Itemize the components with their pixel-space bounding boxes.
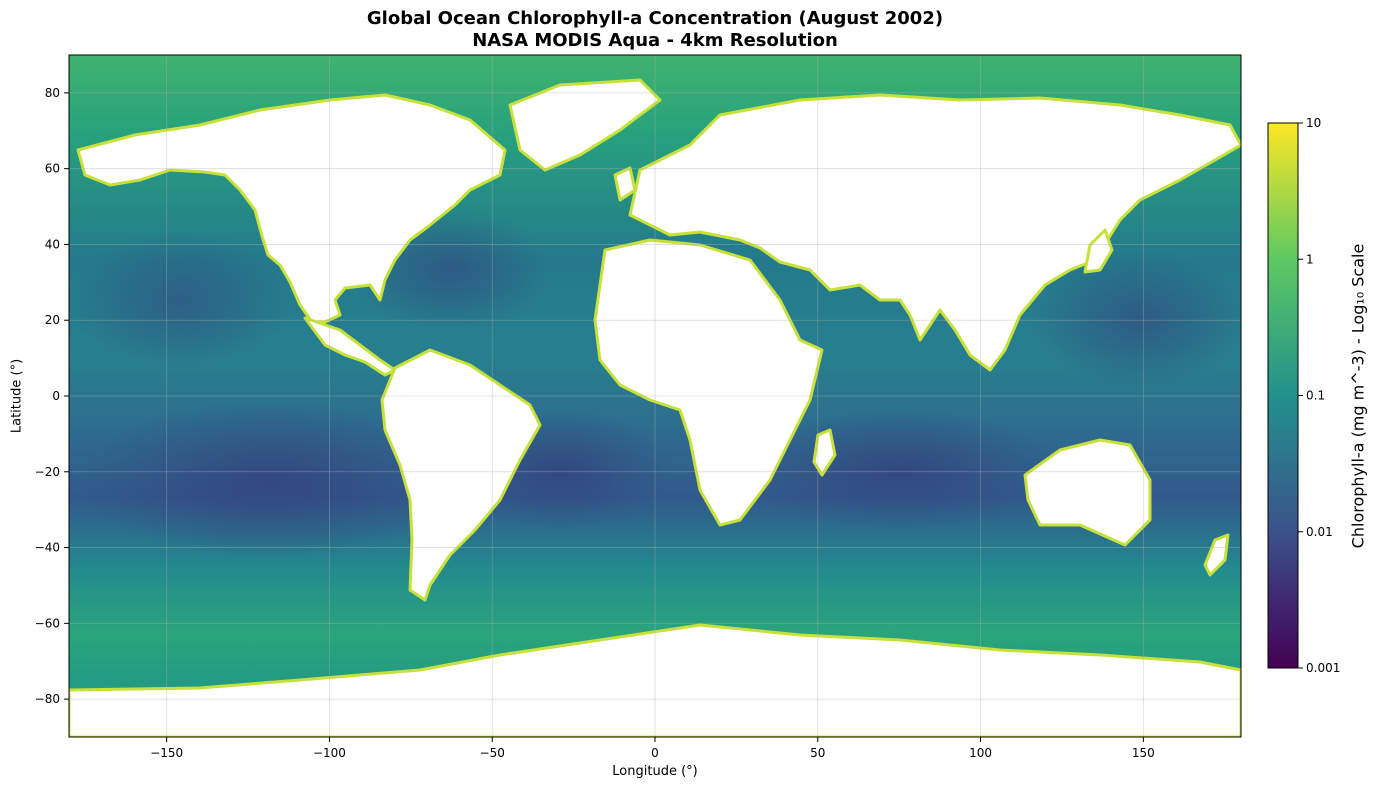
africa: [593, 238, 824, 527]
british-isles: [613, 166, 637, 202]
x-tick-label: 150: [1132, 746, 1155, 760]
x-axis-label: Longitude (°): [612, 764, 698, 779]
south-america: [380, 348, 542, 602]
x-tick-label: 0: [651, 746, 659, 760]
colorbar-label: Chlorophyll-a (mg m^-3) - Log₁₀ Scale: [1348, 243, 1368, 549]
gridlines: [69, 55, 1241, 737]
greenland: [508, 78, 662, 172]
colorbar-tick-label: 0.01: [1306, 525, 1333, 539]
eurasia: [628, 93, 1241, 372]
x-axis: −150 −100 −50 0 50 100 150: [150, 737, 1155, 760]
north-pacific-gyre-west: [1030, 250, 1241, 390]
australia: [1023, 438, 1152, 547]
colorbar: 10 1 0.1 0.01 0.001: [1267, 116, 1340, 675]
y-tick-label: −20: [35, 465, 60, 479]
colorbar-ticks: 10 1 0.1 0.01 0.001: [1298, 116, 1340, 675]
colorbar-tick-label: 0.001: [1306, 661, 1340, 675]
land-masses: [69, 78, 1241, 737]
new-zealand: [1203, 533, 1230, 577]
south-pacific-gyre: [80, 400, 460, 560]
x-tick-label: 100: [969, 746, 992, 760]
y-tick-label: −40: [35, 541, 60, 555]
north-america: [76, 93, 507, 324]
y-tick-label: −60: [35, 616, 60, 630]
y-tick-label: 20: [45, 313, 60, 327]
chlorophyll-map: [69, 55, 1241, 737]
x-tick-label: −50: [480, 746, 505, 760]
colorbar-scale: [1267, 122, 1299, 669]
y-axis: 80 60 40 20 0 −20 −40 −60 −80: [35, 86, 69, 706]
colorbar-tick-label: 0.1: [1306, 389, 1325, 403]
japan: [1083, 228, 1114, 274]
y-tick-label: −80: [35, 692, 60, 706]
antarctica: [69, 623, 1241, 737]
central-america: [303, 316, 397, 377]
chart-subtitle: NASA MODIS Aqua - 4km Resolution: [472, 30, 838, 51]
y-tick-label: 0: [52, 389, 60, 403]
x-tick-label: 50: [810, 746, 825, 760]
y-tick-label: 60: [45, 162, 60, 176]
y-tick-label: 80: [45, 86, 60, 100]
chart-title: Global Ocean Chlorophyll-a Concentration…: [366, 8, 944, 29]
y-tick-label: 40: [45, 237, 60, 251]
north-pacific-gyre-east: [70, 230, 290, 370]
colorbar-tick-label: 1: [1306, 252, 1314, 266]
y-axis-label: Latitude (°): [9, 358, 25, 434]
madagascar: [812, 428, 837, 477]
x-tick-label: −150: [150, 746, 183, 760]
x-tick-label: −100: [313, 746, 346, 760]
colorbar-tick-label: 10: [1306, 116, 1321, 130]
